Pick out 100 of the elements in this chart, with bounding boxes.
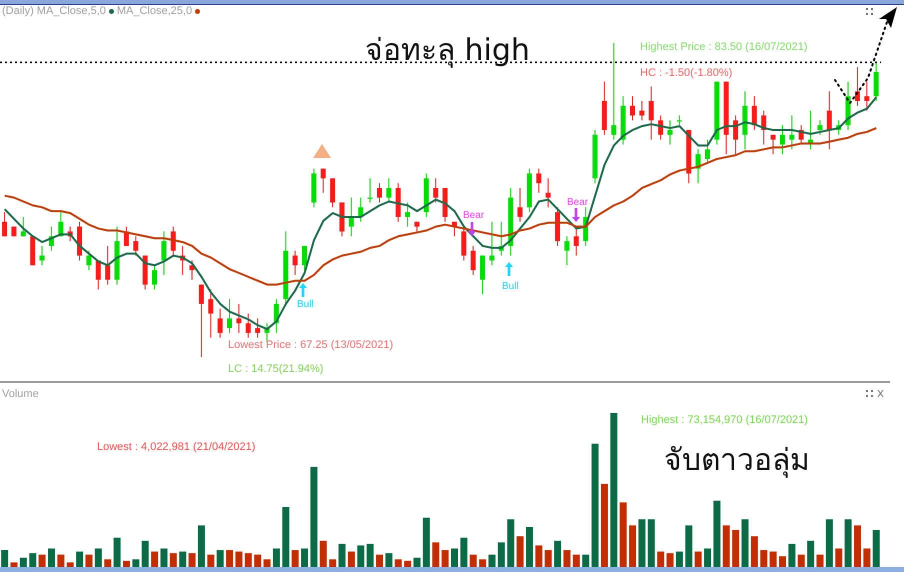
bar (450, 548, 458, 567)
bar (600, 484, 608, 567)
annotation: Bull (502, 281, 519, 292)
bar (582, 554, 590, 567)
bar (366, 544, 374, 567)
bar (320, 540, 327, 567)
bar (713, 500, 720, 567)
bar (29, 553, 36, 567)
bar (732, 530, 740, 567)
candlestick (86, 250, 92, 271)
candlestick (236, 303, 242, 334)
bar (620, 502, 627, 567)
bar (676, 552, 683, 567)
bar (544, 550, 552, 567)
annotation: จับตาวอลุ่ม (664, 443, 810, 478)
candlestick (864, 81, 870, 112)
legend-label: MA_Close,25,0 (116, 5, 192, 17)
bar (338, 544, 346, 567)
annotation: จ่อทะลุ high (365, 33, 530, 68)
candlestick (376, 182, 382, 203)
bar (188, 553, 196, 567)
candlestick (208, 288, 214, 338)
bar (629, 525, 636, 567)
annotation: Bear (463, 210, 484, 222)
bar (38, 554, 46, 567)
candlestick (246, 313, 251, 338)
candlestick (255, 318, 260, 338)
bar (488, 554, 496, 567)
candlestick (611, 42, 616, 140)
candlestick (405, 202, 410, 228)
bar (844, 519, 852, 567)
candlestick (368, 178, 373, 203)
bar (704, 548, 712, 567)
bar (132, 559, 140, 567)
bar (198, 525, 205, 567)
bar (254, 554, 262, 567)
bar (798, 554, 805, 567)
candlestick (630, 96, 636, 121)
legend-label: MA_Close,5,0 (36, 5, 106, 17)
bar (648, 519, 655, 567)
candlestick (770, 134, 776, 155)
bar (235, 552, 242, 567)
bar (20, 558, 27, 567)
candlestick (780, 124, 785, 155)
candlestick (704, 139, 710, 164)
bar (498, 542, 505, 567)
candlestick (218, 308, 223, 338)
bar (76, 552, 84, 567)
bar (329, 559, 336, 567)
bar (592, 444, 599, 567)
annotation: Highest : 73,154,970 (16/07/2021) (641, 414, 808, 427)
bar (442, 550, 449, 567)
bar (479, 559, 486, 567)
chart-title: Volume (2, 388, 39, 400)
bar (516, 536, 524, 567)
annotation: Highest Price : 83.50 (16/07/2021) (640, 41, 808, 54)
bar (357, 545, 364, 567)
candlestick (292, 250, 298, 276)
annotation: HC : -1.50(-1.80%) (640, 67, 732, 80)
bar (160, 548, 168, 567)
bar (1, 550, 8, 567)
bar (385, 553, 392, 567)
bar (226, 550, 234, 567)
candlestick (198, 284, 204, 358)
candlestick (789, 115, 794, 150)
bar (610, 413, 618, 567)
bar (57, 554, 64, 567)
bar (179, 552, 186, 567)
bar (666, 553, 674, 567)
bar (750, 536, 758, 567)
bar (638, 519, 646, 567)
bar (348, 552, 355, 567)
candlestick (489, 221, 494, 266)
candlestick (105, 245, 110, 286)
candlestick (639, 100, 644, 121)
bar (788, 544, 796, 567)
candlestick (133, 236, 138, 256)
bar (657, 552, 664, 567)
bar (282, 506, 290, 567)
candlestick (668, 120, 672, 145)
annotation: Bear (567, 197, 588, 208)
bar (854, 525, 862, 567)
bar (170, 553, 177, 567)
bar (376, 554, 384, 567)
bar (807, 540, 814, 567)
bar (835, 548, 842, 567)
bar (142, 540, 149, 567)
annotation: Lowest : 4,022,981 (21/04/2021) (97, 441, 256, 454)
candlestick (11, 226, 16, 237)
bar (770, 552, 777, 567)
bar (432, 542, 440, 567)
candlestick (470, 245, 476, 276)
bar (85, 554, 92, 567)
bar (10, 562, 18, 567)
bar (114, 538, 121, 567)
bar (572, 554, 580, 567)
bar (301, 548, 308, 567)
candlestick (170, 226, 176, 256)
candlestick (433, 178, 438, 203)
candlestick (161, 230, 166, 276)
